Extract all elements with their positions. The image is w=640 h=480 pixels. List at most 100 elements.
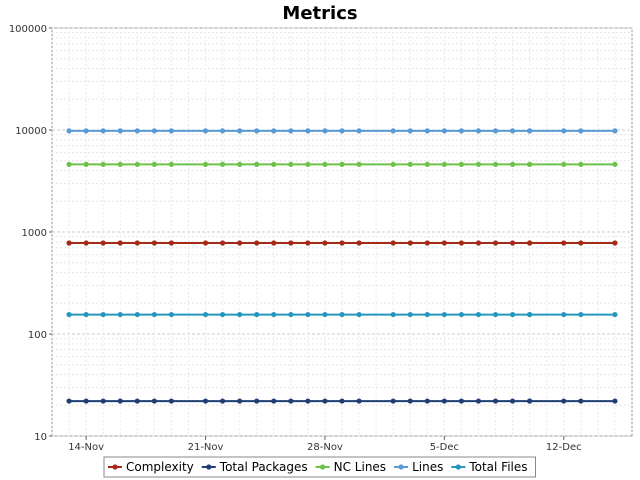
legend-swatch-dot bbox=[398, 464, 404, 470]
data-point-nc-lines bbox=[322, 161, 328, 167]
series-layer bbox=[66, 128, 618, 404]
data-point-total-packages bbox=[151, 398, 157, 404]
data-point-total-packages bbox=[100, 398, 106, 404]
data-point-total-packages bbox=[356, 398, 362, 404]
data-point-complexity bbox=[202, 240, 209, 246]
data-point-nc-lines bbox=[561, 161, 567, 167]
data-point-lines bbox=[168, 128, 175, 134]
y-tick-label: 10000 bbox=[15, 126, 47, 137]
data-point-complexity bbox=[458, 240, 465, 246]
data-point-lines bbox=[390, 128, 396, 134]
data-point-complexity bbox=[407, 240, 413, 246]
legend-label-nc-lines: NC Lines bbox=[334, 460, 386, 474]
data-point-complexity bbox=[151, 240, 157, 246]
data-point-complexity bbox=[83, 240, 89, 246]
legend-label-total-packages: Total Packages bbox=[219, 460, 308, 474]
data-point-total-files bbox=[390, 311, 396, 318]
data-point-total-files bbox=[66, 311, 72, 318]
data-point-total-packages bbox=[83, 398, 89, 404]
data-point-total-packages bbox=[202, 398, 209, 404]
series-lines bbox=[66, 128, 618, 134]
series-nc-lines bbox=[66, 161, 618, 167]
data-point-complexity bbox=[134, 240, 140, 246]
data-point-complexity bbox=[322, 240, 328, 246]
data-point-complexity bbox=[288, 240, 294, 246]
data-point-total-packages bbox=[339, 398, 345, 404]
data-point-total-files bbox=[151, 311, 157, 318]
data-point-nc-lines bbox=[83, 161, 89, 167]
data-point-lines bbox=[407, 128, 413, 134]
legend-label-complexity: Complexity bbox=[126, 460, 194, 474]
data-point-total-files bbox=[424, 311, 430, 318]
data-point-total-files bbox=[271, 311, 277, 318]
data-point-nc-lines bbox=[390, 161, 396, 167]
data-point-lines bbox=[288, 128, 294, 134]
data-point-total-files bbox=[578, 311, 584, 318]
data-point-lines bbox=[134, 128, 140, 134]
data-point-nc-lines bbox=[356, 161, 362, 167]
legend-swatch-dot bbox=[320, 464, 326, 470]
data-point-total-files bbox=[237, 311, 243, 318]
data-point-total-packages bbox=[492, 398, 499, 404]
data-point-nc-lines bbox=[66, 161, 72, 167]
data-point-nc-lines bbox=[100, 161, 106, 167]
legend-items: Complexity Total Packages NC Lines Lines Tot… bbox=[108, 460, 528, 474]
data-point-total-files bbox=[202, 311, 209, 318]
data-point-total-packages bbox=[441, 398, 447, 404]
data-point-lines bbox=[509, 128, 516, 134]
data-point-total-files bbox=[117, 311, 123, 318]
data-point-lines bbox=[237, 128, 243, 134]
data-point-nc-lines bbox=[612, 161, 618, 167]
x-tick-label: 14-Nov bbox=[68, 442, 104, 453]
data-point-total-files bbox=[612, 311, 618, 318]
data-point-lines bbox=[117, 128, 123, 134]
data-point-complexity bbox=[527, 240, 533, 246]
data-point-complexity bbox=[237, 240, 243, 246]
data-point-nc-lines bbox=[578, 161, 584, 167]
data-point-lines bbox=[219, 128, 226, 134]
data-point-nc-lines bbox=[339, 161, 345, 167]
data-point-total-packages bbox=[288, 398, 294, 404]
data-point-nc-lines bbox=[134, 161, 140, 167]
data-point-complexity bbox=[305, 240, 311, 246]
data-point-lines bbox=[441, 128, 447, 134]
data-point-total-files bbox=[356, 311, 362, 318]
data-point-lines bbox=[322, 128, 328, 134]
data-point-total-packages bbox=[134, 398, 140, 404]
data-point-complexity bbox=[424, 240, 430, 246]
grid bbox=[51, 27, 633, 437]
data-point-total-files bbox=[305, 311, 311, 318]
data-point-nc-lines bbox=[492, 161, 499, 167]
data-point-nc-lines bbox=[254, 161, 260, 167]
data-point-total-packages bbox=[66, 398, 72, 404]
y-tick-label: 100000 bbox=[9, 24, 47, 35]
data-point-total-files bbox=[322, 311, 328, 318]
data-point-lines bbox=[561, 128, 567, 134]
data-point-total-packages bbox=[424, 398, 430, 404]
data-point-total-files bbox=[509, 311, 516, 318]
data-point-complexity bbox=[219, 240, 226, 246]
data-point-total-packages bbox=[407, 398, 413, 404]
data-point-lines bbox=[202, 128, 209, 134]
data-point-complexity bbox=[509, 240, 516, 246]
data-point-complexity bbox=[492, 240, 499, 246]
data-point-lines bbox=[475, 128, 482, 134]
data-point-lines bbox=[492, 128, 499, 134]
data-point-total-files bbox=[441, 311, 447, 318]
data-point-total-files bbox=[407, 311, 413, 318]
data-point-complexity bbox=[339, 240, 345, 246]
legend-item-total-packages: Total Packages bbox=[201, 460, 308, 474]
data-point-nc-lines bbox=[527, 161, 533, 167]
data-point-total-packages bbox=[509, 398, 516, 404]
data-point-complexity bbox=[100, 240, 106, 246]
data-point-total-packages bbox=[271, 398, 277, 404]
x-tick-label: 12-Dec bbox=[546, 442, 582, 453]
data-point-nc-lines bbox=[151, 161, 157, 167]
data-point-total-packages bbox=[612, 398, 618, 404]
data-point-complexity bbox=[612, 240, 618, 246]
y-axis: 10 100 1000 10000 100000 bbox=[9, 24, 52, 443]
data-point-lines bbox=[66, 128, 72, 134]
data-point-nc-lines bbox=[202, 161, 209, 167]
data-point-nc-lines bbox=[441, 161, 447, 167]
